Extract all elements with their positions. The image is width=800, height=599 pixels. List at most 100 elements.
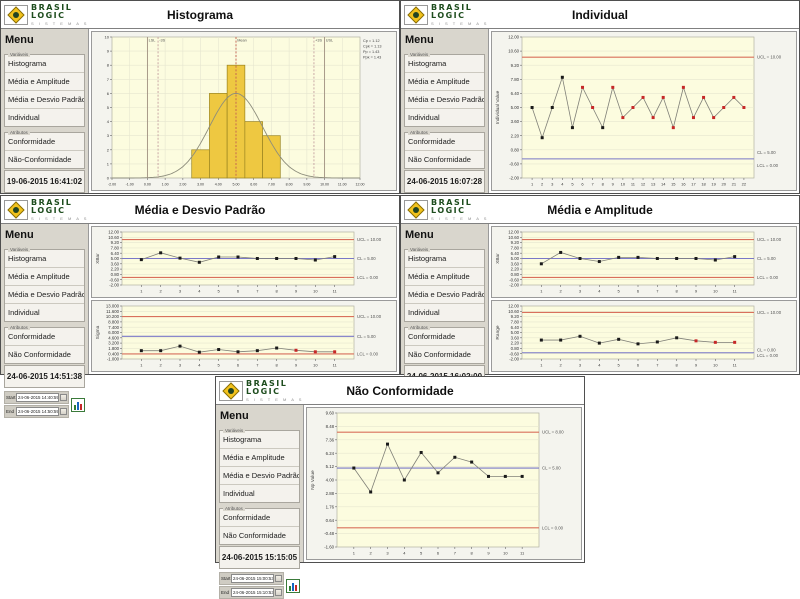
logo-icon [219, 380, 243, 401]
svg-text:LCL = 0.00: LCL = 0.00 [757, 163, 779, 168]
menu-group-variaveis: Variáveis Histograma Média e Amplitude Médi… [4, 52, 85, 127]
svg-text:9: 9 [107, 49, 110, 54]
svg-text:4.600: 4.600 [108, 335, 119, 340]
menu-item-media-e-amplitude[interactable]: Média e Amplitude [5, 268, 84, 286]
svg-text:CL = 5.00: CL = 5.00 [357, 334, 376, 339]
svg-text:4: 4 [403, 551, 406, 556]
svg-text:8.00: 8.00 [286, 183, 293, 187]
svg-text:9.20: 9.20 [511, 63, 520, 68]
menu-item-media-e-amplitude[interactable]: Média e Amplitude [220, 449, 299, 467]
svg-text:7.80: 7.80 [111, 246, 120, 251]
start-date-input[interactable]: 24-06-2015 14:40:59 [16, 393, 59, 402]
svg-text:11.00: 11.00 [338, 183, 347, 187]
svg-text:9.60: 9.60 [326, 411, 335, 416]
menu-item-histograma[interactable]: Histograma [5, 55, 84, 73]
page-title: Não Conformidade [346, 383, 454, 398]
refresh-chart-button[interactable] [71, 397, 85, 412]
svg-text:19: 19 [711, 182, 716, 187]
start-calendar-button[interactable] [275, 575, 282, 582]
menu-item-conformidade[interactable]: Conformidade [5, 133, 84, 151]
svg-text:UCL = 10.00: UCL = 10.00 [757, 310, 782, 315]
svg-text:6.000: 6.000 [108, 330, 119, 335]
svg-text:7: 7 [107, 77, 110, 82]
menu-item-histograma[interactable]: Histograma [220, 431, 299, 449]
menu-item-individual[interactable]: Individual [8, 308, 40, 317]
menu-item-conformidade[interactable]: Conformidade [405, 133, 484, 151]
menu-item-media-e-desvio-padrao[interactable]: Média e Desvio Padrão [220, 467, 299, 485]
end-date-input[interactable]: 24-06-2015 15:10:53 [231, 588, 274, 597]
menu-item-individual[interactable]: Individual [8, 113, 40, 122]
svg-text:0.400: 0.400 [108, 351, 119, 356]
date-fields: Start 24-06-2015 15:00:53 End 24-06-2015 15… [219, 572, 284, 599]
svg-text:10.60: 10.60 [508, 235, 519, 240]
menu-title: Menu [220, 410, 249, 422]
svg-text:LCL = 0.00: LCL = 0.00 [757, 275, 779, 280]
menu-item-nao-conformidade[interactable]: Não Conformidade [223, 531, 286, 540]
menu-item-media-e-amplitude[interactable]: Média e Amplitude [5, 73, 84, 91]
menu-item-conformidade[interactable]: Conformidade [5, 328, 84, 346]
refresh-chart-button[interactable] [286, 578, 300, 593]
menu-item-conformidade[interactable]: Conformidade [405, 328, 484, 346]
menu-group-label: Atributos [408, 325, 430, 330]
svg-text:5: 5 [107, 105, 110, 110]
svg-text:14: 14 [661, 182, 666, 187]
menu-item-nao-conformidade[interactable]: Não-Conformidade [8, 155, 72, 164]
svg-text:LCL = 0.00: LCL = 0.00 [357, 351, 379, 356]
end-date-input[interactable]: 24-06-2015 14:50:59 [16, 407, 59, 416]
svg-text:5.00: 5.00 [111, 256, 120, 261]
menu-item-conformidade[interactable]: Conformidade [220, 509, 299, 527]
menu-item-individual[interactable]: Individual [408, 308, 440, 317]
svg-text:UCL = 10.00: UCL = 10.00 [357, 314, 382, 319]
menu-item-media-e-desvio-padrao[interactable]: Média e Desvio Padrão [405, 286, 484, 304]
end-label: End [6, 409, 15, 414]
logo-word-brasil: BRASIL [31, 2, 73, 12]
menu-item-individual[interactable]: Individual [408, 113, 440, 122]
end-calendar-button[interactable] [60, 408, 67, 415]
start-label: Start [6, 395, 16, 400]
svg-text:XBar: XBar [95, 253, 101, 264]
menu-item-media-e-desvio-padrao[interactable]: Média e Desvio Padrão [405, 91, 484, 109]
histogram-chart-frame: 0 1 2 3 4 5 6 7 8 9 10 -2.00 -1.00 0.00 1.00 2.00 3.00 4.… [91, 31, 397, 191]
start-date-input[interactable]: 24-06-2015 15:00:53 [231, 574, 274, 583]
chart-area: 9.60 8.48 7.36 6.24 5.12 4.00 2.88 1.76 0.64 -0.4… [304, 405, 584, 562]
svg-text:9: 9 [487, 551, 490, 556]
svg-text:2.20: 2.20 [511, 341, 520, 346]
svg-text:5.00: 5.00 [511, 256, 520, 261]
page-title: Histograma [166, 7, 234, 22]
start-calendar-button[interactable] [60, 394, 67, 401]
svg-text:UCL = 8.00: UCL = 8.00 [542, 430, 564, 435]
chart-area: 12.00 10.60 9.20 7.80 6.40 5.00 3.60 2.20 0.80 -0… [489, 29, 799, 193]
logo-text: BRASIL LOGIC S I S T E M A S [431, 3, 488, 26]
logo-word-sistemas: S I S T E M A S [246, 396, 304, 402]
svg-text:10: 10 [313, 289, 318, 294]
xbar-chart-frame: 12.00 10.60 9.20 7.80 6.40 5.00 3.60 2.20 0.80 -0… [91, 226, 397, 298]
menu-item-media-e-desvio-padrao[interactable]: Média e Desvio Padrão [5, 91, 84, 109]
svg-text:Cp = 1.12: Cp = 1.12 [363, 39, 380, 43]
svg-text:UCL = 10.00: UCL = 10.00 [757, 55, 782, 60]
menu-item-nao-conformidade[interactable]: Não Conformidade [408, 350, 471, 359]
end-calendar-button[interactable] [275, 589, 282, 596]
menu-group-variaveis: Variáveis Histograma Média e Amplitude Médi… [404, 247, 485, 322]
svg-text:7.80: 7.80 [511, 246, 520, 251]
svg-text:3: 3 [386, 551, 389, 556]
menu-item-histograma[interactable]: Histograma [405, 250, 484, 268]
svg-text:4: 4 [598, 363, 601, 368]
menu-item-nao-conformidade[interactable]: Não Conformidade [408, 155, 471, 164]
menu-item-media-e-amplitude[interactable]: Média e Amplitude [405, 268, 484, 286]
menu-item-histograma[interactable]: Histograma [405, 55, 484, 73]
menu-item-histograma[interactable]: Histograma [5, 250, 84, 268]
menu-item-media-e-desvio-padrao[interactable]: Média e Desvio Padrão [5, 286, 84, 304]
menu-item-individual[interactable]: Individual [223, 489, 255, 498]
svg-text:12.00: 12.00 [508, 230, 519, 235]
svg-text:8.800: 8.800 [108, 320, 119, 325]
menu-item-nao-conformidade[interactable]: Não Conformidade [8, 350, 71, 359]
svg-text:Sigma: Sigma [95, 325, 101, 339]
menu-item-media-e-amplitude[interactable]: Média e Amplitude [405, 73, 484, 91]
svg-text:UCL = 10.00: UCL = 10.00 [357, 237, 382, 242]
svg-text:9: 9 [695, 363, 698, 368]
logo-icon [404, 199, 428, 220]
start-row: Start 24-06-2015 14:40:59 [4, 391, 69, 404]
svg-text:2: 2 [560, 363, 563, 368]
svg-text:CL = 0.00: CL = 0.00 [757, 348, 776, 353]
svg-text:2.20: 2.20 [511, 133, 520, 138]
